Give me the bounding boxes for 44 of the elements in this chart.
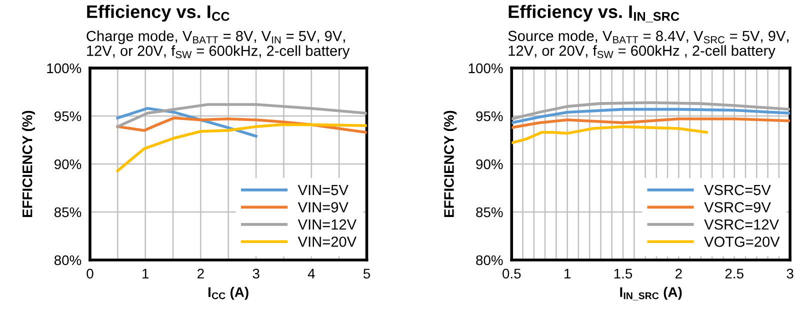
legend-label: VIN=12V: [298, 219, 357, 230]
y-tick-label: 85%: [476, 207, 503, 218]
x-tick-label: 0: [86, 268, 94, 279]
line-series: [512, 125, 708, 144]
legend-label: VOTG=20V: [704, 236, 780, 247]
y-tick-label: 95%: [54, 111, 82, 122]
x-tick-label: 5: [363, 268, 370, 279]
y-tick-label: 85%: [54, 207, 82, 218]
y-tick-label: 100%: [47, 63, 82, 74]
x-tick-label: 4: [308, 268, 315, 278]
line-series: [116, 123, 367, 172]
x-tick-label: 1: [142, 268, 149, 278]
legend-label: VIN=9V: [298, 202, 348, 212]
line-series: [116, 103, 367, 128]
legend-label: VSRC=9V: [704, 202, 771, 212]
x-tick-label: 2: [676, 268, 682, 278]
x-axis-title: I$_{CC}$ (A): [208, 286, 248, 300]
legend-label: VIN=20V: [298, 236, 357, 247]
x-tick-label: 2.5: [725, 268, 744, 279]
x-axis-title: I$_{IN_SRC}$ (A): [620, 286, 682, 300]
x-tick-label: 1.5: [614, 268, 632, 279]
y-tick-label: 95%: [476, 111, 503, 122]
chart-title: Efficiency vs. I$_{CC}$: [87, 4, 230, 22]
y-tick-label: 80%: [54, 255, 82, 266]
y-tick-label: 100%: [468, 63, 503, 74]
y-tick-label: 90%: [476, 159, 503, 170]
legend-label: VSRC=5V: [704, 184, 771, 196]
text: Source mode, V$_{BATT}$ = 8.4V, V$_{SRC}$ = 5V, 9V, 12V, or 20V, f$_{SW}$ = 600kHz , 2-cell battery: [508, 30, 788, 59]
x-tick-label: 3: [252, 268, 260, 279]
legend-label: VSRC=12V: [704, 219, 779, 230]
text: Charge mode, V$_{BATT}$ = 8V, V$_{IN}$ = 5V, 9V, 12V, or 20V, f$_{SW}$ = 600kHz, 2-cell battery: [86, 30, 350, 59]
y-axis-title: EFFICIENCY (%): [22, 110, 36, 217]
line-series: [512, 101, 790, 120]
x-tick-label: 1: [564, 268, 571, 278]
line-series: [512, 118, 790, 129]
line-series: [512, 108, 790, 124]
x-tick-label: 2: [198, 268, 204, 278]
y-tick-label: 90%: [54, 159, 82, 170]
legend-label: VIN=5V: [298, 185, 348, 196]
y-axis-title: EFFICIENCY (%): [444, 110, 457, 217]
y-tick-label: 80%: [476, 255, 503, 266]
chart-title: Efficiency vs. I$_{IN_SRC}$: [508, 4, 680, 22]
x-tick-label: 3: [786, 268, 794, 279]
x-tick-label: 0.5: [502, 268, 521, 279]
